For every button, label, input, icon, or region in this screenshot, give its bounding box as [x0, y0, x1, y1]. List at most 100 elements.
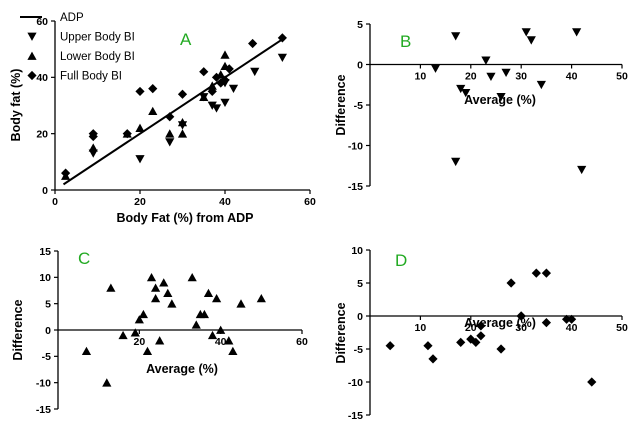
data-point	[207, 101, 217, 110]
data-point	[212, 294, 222, 303]
x-tick-label: 30	[515, 322, 527, 334]
x-axis-title: Average (%)	[464, 93, 536, 107]
data-point	[256, 294, 266, 303]
data-point	[531, 268, 541, 278]
data-point	[486, 72, 496, 82]
data-point	[526, 36, 536, 45]
data-point	[385, 341, 395, 351]
data-point	[224, 64, 234, 74]
data-point	[561, 314, 572, 324]
data-point	[134, 315, 144, 324]
data-point	[211, 72, 222, 82]
data-point	[228, 346, 238, 355]
legend-marker	[27, 70, 37, 81]
data-point	[466, 334, 476, 344]
y-tick-label: -10	[36, 377, 51, 389]
data-point	[122, 129, 132, 139]
data-point	[451, 157, 461, 167]
panel-letter: A	[180, 30, 192, 49]
data-point	[277, 53, 287, 62]
x-tick-label: 20	[465, 322, 477, 334]
data-point	[148, 106, 158, 116]
panel-letter: B	[400, 32, 411, 51]
data-point	[496, 92, 506, 102]
series-full-body-bi	[61, 33, 287, 178]
x-tick-label: 40	[215, 336, 227, 348]
x-tick-label: 10	[415, 322, 427, 334]
series-points	[385, 268, 597, 387]
x-tick-label: 40	[219, 196, 231, 208]
panel-b: -15 -10 -5 0 5 10 20 30 40 50 Average (%) Differenc…	[334, 19, 628, 193]
data-point	[506, 278, 516, 288]
legend-label: Full Body BI	[60, 71, 122, 83]
y-tick-label: 40	[36, 72, 48, 84]
data-point	[577, 165, 587, 175]
x-tick-label: 10	[415, 71, 427, 83]
data-point	[220, 98, 230, 108]
data-point	[135, 86, 145, 97]
data-point	[541, 268, 551, 278]
x-tick-label: 20	[134, 196, 146, 208]
panel-letter: D	[395, 251, 407, 270]
data-point	[228, 84, 239, 93]
data-point	[88, 129, 98, 139]
data-point	[451, 32, 461, 41]
data-point	[167, 299, 177, 308]
y-tick-label: -5	[354, 100, 363, 112]
data-point	[177, 89, 188, 99]
x-tick-label: 60	[296, 336, 308, 348]
y-tick-label: 0	[357, 59, 363, 71]
data-point	[476, 331, 486, 341]
data-point	[199, 309, 209, 319]
y-tick-label: 60	[36, 16, 48, 28]
y-axis-title: Difference	[11, 299, 25, 360]
data-point	[521, 28, 531, 37]
data-point	[135, 155, 145, 164]
data-point	[163, 288, 173, 298]
x-tick-label: 60	[304, 196, 316, 208]
data-point	[216, 325, 226, 334]
panel-d: -15 -10 -5 0 5 10 10 20 30 40 50 Average (%) Differe…	[334, 245, 628, 422]
y-tick-label: -5	[42, 351, 51, 363]
data-point	[536, 80, 546, 90]
data-point	[248, 38, 258, 49]
data-point	[146, 272, 157, 282]
legend-marker	[27, 51, 37, 60]
y-axis-title: Difference	[334, 74, 348, 135]
x-axis-title: Average (%)	[146, 362, 218, 376]
data-point	[106, 283, 116, 292]
data-point	[191, 320, 201, 329]
data-point	[118, 330, 128, 340]
data-point	[456, 84, 466, 94]
data-point	[199, 67, 209, 77]
data-point	[151, 294, 161, 303]
x-tick-label: 40	[566, 71, 578, 83]
data-point	[567, 314, 577, 324]
y-tick-label: -15	[348, 181, 363, 193]
x-tick-label: 20	[465, 71, 477, 83]
data-point	[187, 272, 197, 282]
series-points	[81, 272, 266, 387]
data-point	[516, 311, 526, 321]
data-point	[428, 354, 438, 364]
data-point	[203, 288, 214, 298]
data-point	[199, 92, 209, 101]
data-point	[224, 336, 234, 345]
y-axis-title: Difference	[334, 302, 348, 363]
data-point	[130, 328, 140, 337]
y-tick-label: -10	[348, 140, 363, 152]
y-tick-label: -10	[348, 377, 363, 389]
data-point	[496, 344, 506, 354]
y-tick-label: 20	[36, 128, 48, 140]
x-tick-label: 50	[616, 71, 628, 83]
data-point	[220, 50, 230, 59]
data-point	[207, 86, 217, 97]
x-axis-title: Average (%)	[464, 316, 536, 330]
y-tick-label: 15	[39, 246, 51, 258]
series-points	[430, 28, 587, 175]
data-point	[177, 118, 188, 127]
data-point	[541, 318, 551, 328]
data-point	[471, 337, 481, 347]
data-point	[207, 81, 217, 90]
